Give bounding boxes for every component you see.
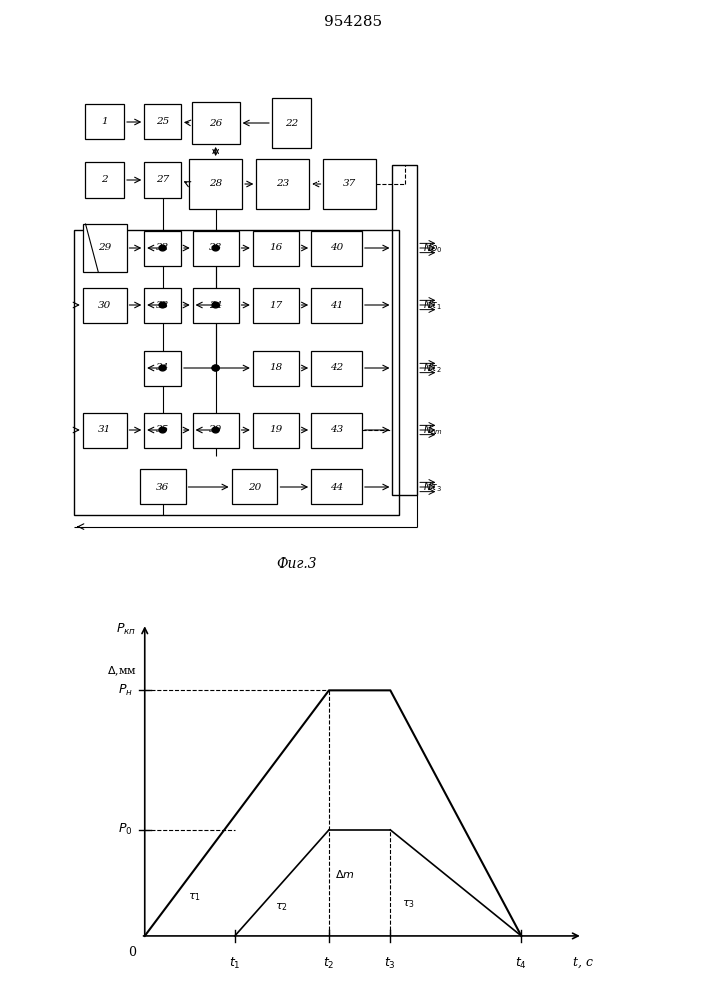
Text: 40: 40 xyxy=(330,243,343,252)
Text: 20: 20 xyxy=(248,483,261,491)
Text: 24: 24 xyxy=(209,300,222,310)
Text: 42: 42 xyxy=(330,363,343,372)
Text: 25: 25 xyxy=(156,117,169,126)
Text: $t_4$: $t_4$ xyxy=(515,955,527,971)
Bar xyxy=(311,351,362,385)
Text: 43: 43 xyxy=(330,426,343,434)
Text: 38: 38 xyxy=(209,243,222,252)
Bar xyxy=(189,159,242,209)
Circle shape xyxy=(159,365,166,371)
Text: 27: 27 xyxy=(156,176,169,184)
Bar xyxy=(144,351,181,385)
Text: 34: 34 xyxy=(156,363,169,372)
Circle shape xyxy=(212,365,219,371)
Bar xyxy=(192,231,238,265)
Bar xyxy=(311,288,362,322)
Text: $N\tau_3$: $N\tau_3$ xyxy=(423,480,442,494)
Bar xyxy=(253,288,299,322)
Text: $t_1$: $t_1$ xyxy=(229,955,240,971)
Text: $P_н$: $P_н$ xyxy=(117,683,132,698)
Bar xyxy=(253,231,299,265)
Text: $\tau_2$: $\tau_2$ xyxy=(276,901,288,913)
Bar xyxy=(324,159,376,209)
Bar xyxy=(144,288,181,322)
Text: 22: 22 xyxy=(285,118,298,127)
Bar xyxy=(86,104,124,139)
Text: 28: 28 xyxy=(209,180,222,188)
Bar xyxy=(144,231,181,265)
Text: $t_2$: $t_2$ xyxy=(323,955,334,971)
Text: t, с: t, с xyxy=(573,955,592,968)
Text: 16: 16 xyxy=(269,243,282,252)
Text: 19: 19 xyxy=(269,426,282,434)
Text: 954285: 954285 xyxy=(325,14,382,28)
Circle shape xyxy=(212,245,219,251)
Bar xyxy=(192,412,238,448)
Text: $\tau_3$: $\tau_3$ xyxy=(402,898,415,910)
Text: $N\tau_1$: $N\tau_1$ xyxy=(423,298,442,312)
Text: 0: 0 xyxy=(129,946,136,959)
Bar xyxy=(253,412,299,448)
Bar xyxy=(83,412,127,448)
Text: 36: 36 xyxy=(156,483,169,491)
Circle shape xyxy=(159,245,166,251)
Bar xyxy=(192,102,240,144)
Text: 37: 37 xyxy=(344,180,356,188)
Text: $\Delta$,мм: $\Delta$,мм xyxy=(107,664,136,678)
Text: 33: 33 xyxy=(156,300,169,310)
Text: 2: 2 xyxy=(101,176,108,184)
Text: $\Delta m$: $\Delta m$ xyxy=(335,868,355,880)
Bar xyxy=(311,412,362,448)
Text: 44: 44 xyxy=(330,483,343,491)
Bar xyxy=(144,104,181,139)
Text: 18: 18 xyxy=(269,363,282,372)
Text: $N\rho_0$: $N\rho_0$ xyxy=(423,241,442,255)
Bar xyxy=(392,165,417,495)
Bar xyxy=(74,230,399,515)
Circle shape xyxy=(212,302,219,308)
Bar xyxy=(83,288,127,322)
Text: 29: 29 xyxy=(98,243,111,252)
Text: 31: 31 xyxy=(98,426,111,434)
Text: 26: 26 xyxy=(209,118,222,127)
Circle shape xyxy=(159,427,166,433)
Bar xyxy=(232,469,277,504)
Circle shape xyxy=(212,427,219,433)
Text: 39: 39 xyxy=(209,426,222,434)
Bar xyxy=(144,162,181,198)
Bar xyxy=(83,224,127,272)
Text: $P_0$: $P_0$ xyxy=(118,822,132,837)
Bar xyxy=(257,159,310,209)
Bar xyxy=(86,162,124,198)
Text: 30: 30 xyxy=(98,300,111,310)
Text: $N\tau_2$: $N\tau_2$ xyxy=(423,361,441,375)
Bar xyxy=(253,351,299,385)
Circle shape xyxy=(212,365,219,371)
Text: 41: 41 xyxy=(330,300,343,310)
Text: Фиг.3: Фиг.3 xyxy=(276,557,317,571)
Text: 1: 1 xyxy=(101,117,108,126)
Text: 35: 35 xyxy=(156,426,169,434)
Bar xyxy=(311,231,362,265)
Circle shape xyxy=(159,302,166,308)
Bar xyxy=(144,412,181,448)
Text: $\tau_1$: $\tau_1$ xyxy=(188,891,201,903)
Text: $P_{кп}$: $P_{кп}$ xyxy=(117,621,136,637)
Text: 17: 17 xyxy=(269,300,282,310)
Text: 23: 23 xyxy=(276,180,289,188)
Text: $t_3$: $t_3$ xyxy=(385,955,396,971)
Bar xyxy=(140,469,185,504)
Bar xyxy=(271,98,310,148)
Text: $N_{\Delta m}$: $N_{\Delta m}$ xyxy=(423,423,443,437)
Bar xyxy=(192,288,238,322)
Bar xyxy=(311,469,362,504)
Text: 32: 32 xyxy=(156,243,169,252)
